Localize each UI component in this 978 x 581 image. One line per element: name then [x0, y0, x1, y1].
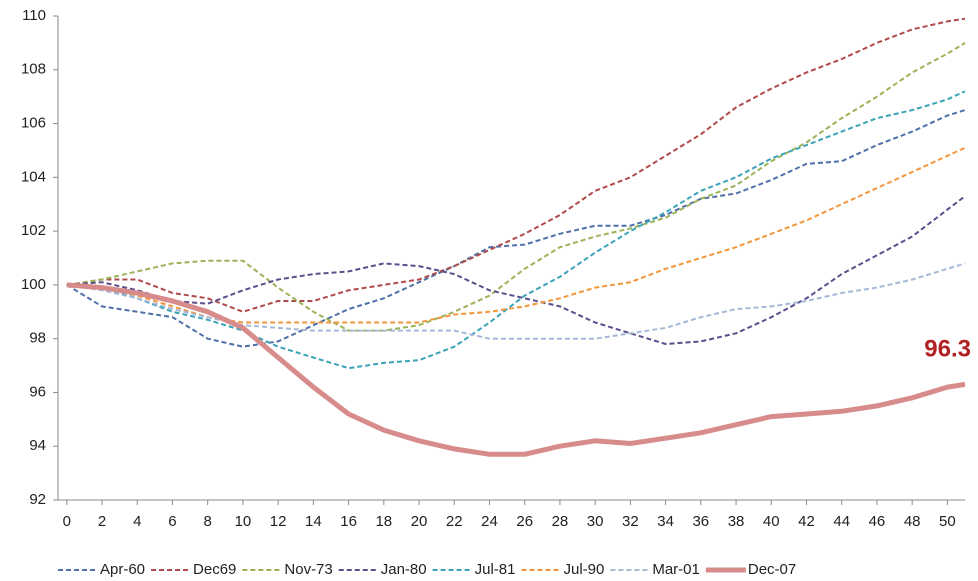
legend-label: Jul-81 — [475, 561, 516, 578]
x-tick-label: 22 — [446, 513, 463, 530]
x-tick-label: 32 — [622, 513, 639, 530]
legend-label: Dec-07 — [748, 561, 796, 578]
legend-label: Mar-01 — [652, 561, 700, 578]
x-tick-label: 16 — [340, 513, 357, 530]
x-tick-label: 2 — [98, 513, 106, 530]
annotation: 96.3 — [924, 336, 971, 363]
series-line — [66, 109, 966, 348]
x-tick-label: 28 — [552, 513, 569, 530]
x-tick-label: 36 — [692, 513, 709, 530]
legend-label: Apr-60 — [100, 561, 145, 578]
x-tick-label: 18 — [375, 513, 392, 530]
x-tick-label: 20 — [411, 513, 428, 530]
y-tick-label: 110 — [22, 7, 46, 24]
y-tick-label: 92 — [29, 491, 46, 508]
x-tick-label: 0 — [63, 513, 71, 530]
legend-label: Jul-90 — [563, 561, 604, 578]
y-tick-label: 104 — [21, 168, 46, 185]
x-tick-label: 12 — [270, 513, 287, 530]
y-tick-label: 94 — [29, 437, 46, 454]
legend-label: Dec69 — [193, 561, 236, 578]
series-line — [66, 146, 966, 324]
series-line — [66, 90, 966, 370]
x-tick-label: 24 — [481, 513, 498, 530]
x-tick-label: 10 — [235, 513, 252, 530]
series-line — [66, 42, 966, 332]
series-line — [66, 17, 966, 313]
x-tick-label: 44 — [833, 513, 850, 530]
series-line — [66, 262, 966, 340]
y-tick-label: 102 — [21, 222, 46, 239]
y-tick-label: 98 — [29, 330, 46, 347]
x-tick-label: 34 — [657, 513, 674, 530]
x-tick-label: 6 — [168, 513, 176, 530]
y-tick-label: 96 — [29, 383, 46, 400]
x-tick-label: 40 — [763, 513, 780, 530]
y-tick-label: 100 — [21, 276, 46, 293]
x-tick-label: 30 — [587, 513, 604, 530]
y-tick-label: 106 — [21, 115, 46, 132]
x-tick-label: 38 — [728, 513, 745, 530]
x-tick-label: 26 — [516, 513, 533, 530]
x-tick-label: 48 — [904, 513, 921, 530]
x-tick-label: 4 — [133, 513, 141, 530]
legend-label: Jan-80 — [381, 561, 427, 578]
y-tick-label: 108 — [21, 61, 46, 78]
series-line — [66, 195, 966, 345]
x-tick-label: 42 — [798, 513, 815, 530]
x-tick-label: 8 — [204, 513, 212, 530]
series-line — [66, 282, 966, 457]
legend-label: Nov-73 — [284, 561, 332, 578]
x-tick-label: 46 — [869, 513, 886, 530]
x-tick-label: 50 — [939, 513, 956, 530]
x-tick-label: 14 — [305, 513, 322, 530]
